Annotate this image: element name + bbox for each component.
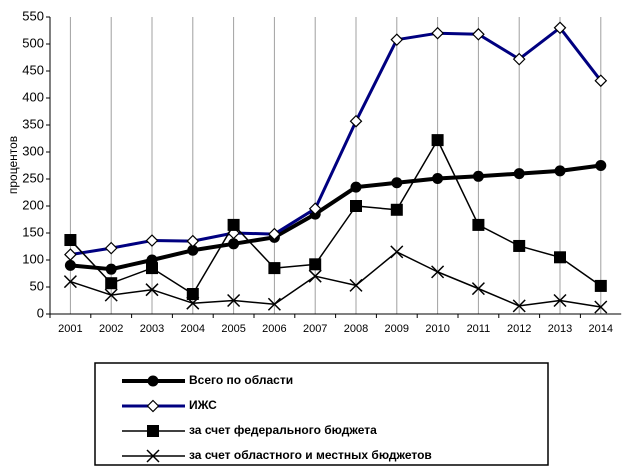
marker bbox=[513, 239, 526, 252]
x-tick-label: 2014 bbox=[589, 323, 613, 335]
marker bbox=[349, 114, 363, 128]
y-tick-label: 500 bbox=[22, 35, 44, 50]
marker bbox=[64, 234, 77, 247]
marker bbox=[553, 293, 567, 308]
x-tick-label: 2011 bbox=[467, 323, 491, 335]
marker bbox=[105, 263, 117, 275]
legend-label: Всего по области bbox=[189, 373, 293, 387]
marker bbox=[431, 26, 444, 40]
marker bbox=[472, 218, 485, 231]
marker bbox=[64, 248, 77, 261]
marker bbox=[146, 262, 158, 275]
marker bbox=[594, 74, 608, 88]
x-tick-label: 2008 bbox=[344, 323, 368, 335]
marker bbox=[227, 293, 241, 308]
marker bbox=[431, 265, 445, 279]
marker bbox=[104, 241, 118, 255]
y-tick-label: 50 bbox=[30, 278, 44, 293]
marker bbox=[595, 160, 607, 171]
marker bbox=[186, 234, 200, 248]
marker bbox=[553, 21, 567, 35]
y-tick-label: 300 bbox=[22, 143, 44, 158]
marker bbox=[390, 203, 403, 216]
series-line bbox=[70, 26, 602, 257]
x-tick-label: 2013 bbox=[548, 323, 572, 335]
marker bbox=[145, 234, 159, 247]
marker bbox=[186, 296, 200, 310]
x-tick-label: 2007 bbox=[303, 323, 327, 335]
y-tick-label: 350 bbox=[22, 116, 44, 131]
marker bbox=[390, 33, 404, 47]
marker bbox=[308, 269, 322, 283]
marker bbox=[228, 238, 240, 250]
marker bbox=[147, 425, 159, 437]
marker bbox=[554, 165, 566, 177]
marker bbox=[513, 168, 525, 180]
x-tick-label: 2006 bbox=[262, 323, 286, 335]
marker bbox=[268, 262, 281, 275]
marker bbox=[431, 134, 444, 147]
y-tick-label: 150 bbox=[22, 224, 44, 239]
marker bbox=[147, 375, 159, 387]
y-axis-label: процентов bbox=[6, 136, 20, 194]
marker bbox=[187, 244, 199, 256]
marker bbox=[63, 275, 77, 289]
x-tick-label: 2004 bbox=[181, 323, 205, 335]
marker bbox=[268, 227, 281, 241]
marker bbox=[309, 258, 322, 271]
marker bbox=[472, 170, 484, 182]
x-tick-label: 2001 bbox=[58, 323, 82, 335]
marker bbox=[594, 300, 608, 314]
marker bbox=[512, 299, 526, 313]
x-tick-label: 2010 bbox=[425, 323, 449, 335]
series-line bbox=[70, 163, 602, 272]
marker bbox=[308, 202, 322, 216]
x-tick-label: 2009 bbox=[385, 323, 409, 335]
x-tick-label: 2005 bbox=[221, 323, 245, 335]
x-tick-label: 2002 bbox=[99, 323, 123, 335]
marker bbox=[594, 279, 607, 292]
marker bbox=[105, 277, 118, 290]
marker bbox=[146, 449, 160, 463]
y-tick-label: 100 bbox=[22, 251, 44, 266]
marker bbox=[227, 218, 240, 231]
x-tick-label: 2003 bbox=[140, 323, 164, 335]
legend-label: ИЖС bbox=[189, 398, 217, 412]
series-line bbox=[69, 139, 602, 295]
y-tick-label: 200 bbox=[22, 197, 44, 212]
y-tick-label: 250 bbox=[22, 170, 44, 185]
marker bbox=[64, 259, 76, 271]
x-tick-label: 2012 bbox=[507, 323, 531, 335]
marker bbox=[267, 297, 281, 311]
marker bbox=[146, 399, 160, 413]
marker bbox=[391, 177, 403, 189]
y-tick-label: 0 bbox=[37, 305, 44, 320]
marker bbox=[472, 27, 485, 41]
marker bbox=[145, 283, 159, 297]
marker bbox=[350, 181, 362, 193]
marker bbox=[554, 251, 566, 264]
marker bbox=[349, 278, 363, 292]
marker bbox=[471, 282, 485, 296]
marker bbox=[350, 200, 362, 212]
y-tick-label: 450 bbox=[22, 62, 44, 77]
marker bbox=[512, 52, 526, 66]
marker bbox=[432, 172, 444, 184]
marker bbox=[390, 245, 404, 259]
legend-label: за счет областного и местных бюджетов bbox=[189, 448, 432, 462]
marker bbox=[104, 288, 118, 302]
series-line bbox=[70, 251, 601, 308]
marker bbox=[186, 288, 199, 301]
y-tick-label: 400 bbox=[22, 89, 44, 104]
y-tick-label: 550 bbox=[22, 8, 44, 23]
legend-label: за счет федерального бюджета bbox=[189, 423, 377, 437]
